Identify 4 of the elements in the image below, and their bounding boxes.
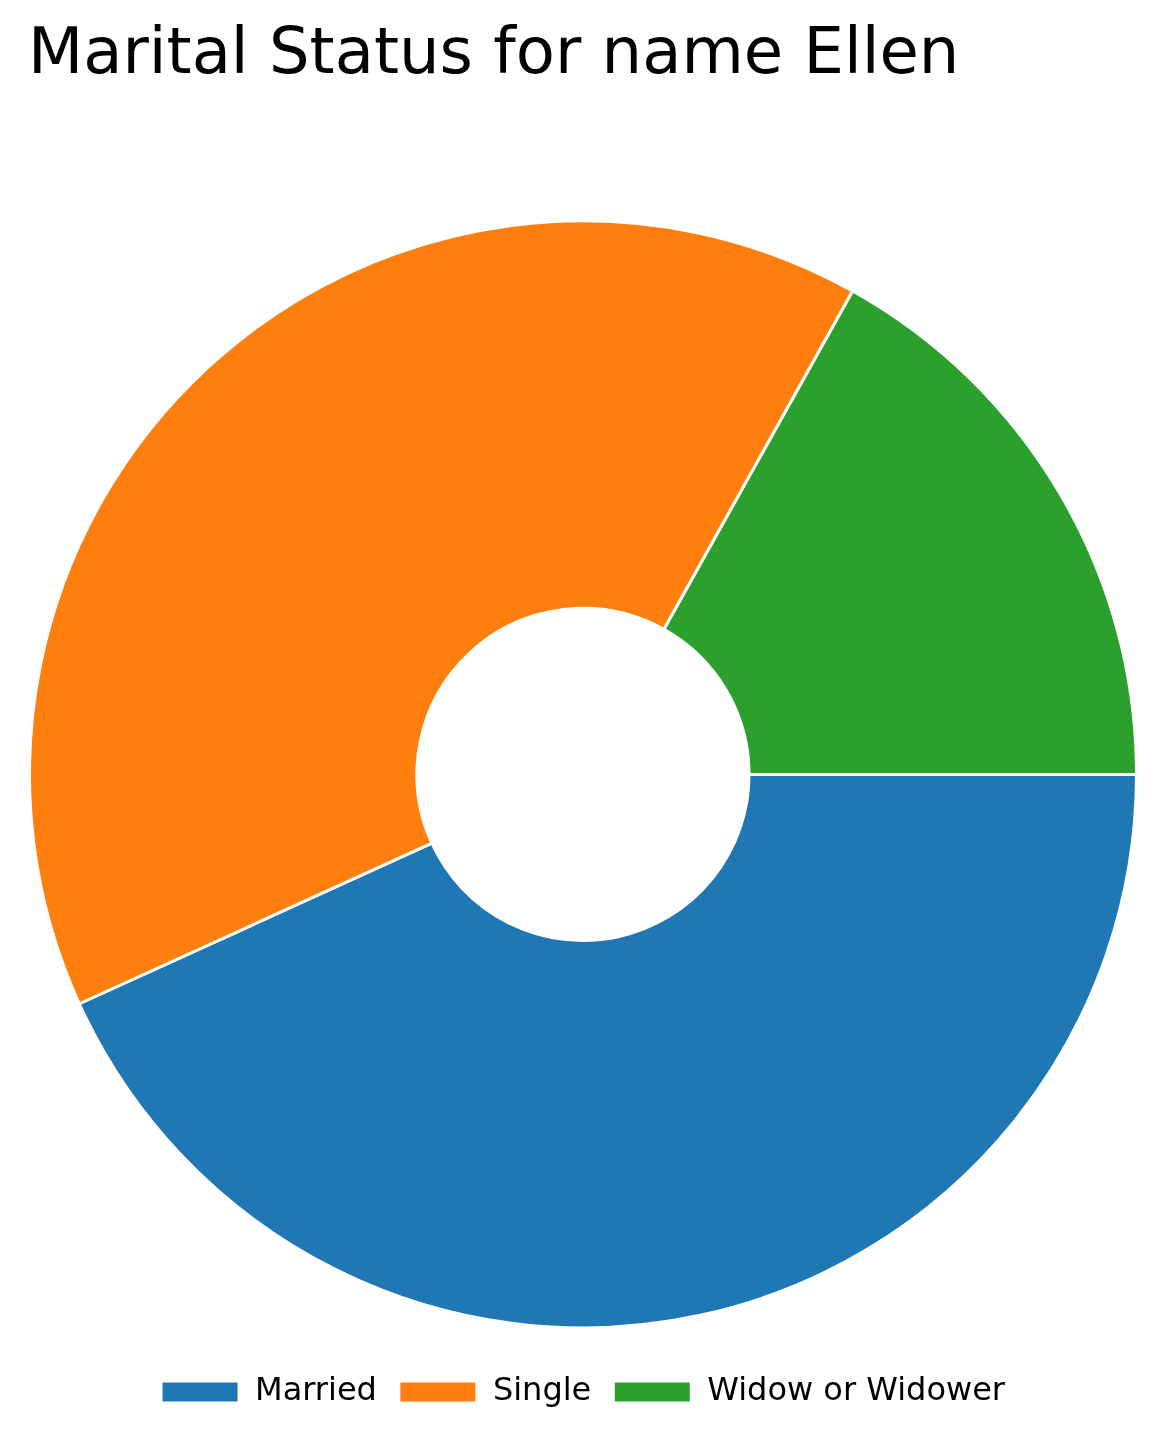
legend-label: Single [492,1370,592,1409]
legend-label: Widow or Widower [707,1370,1006,1409]
chart-title: Marital Status for name Ellen [28,14,960,89]
legend-label: Married [255,1370,377,1409]
